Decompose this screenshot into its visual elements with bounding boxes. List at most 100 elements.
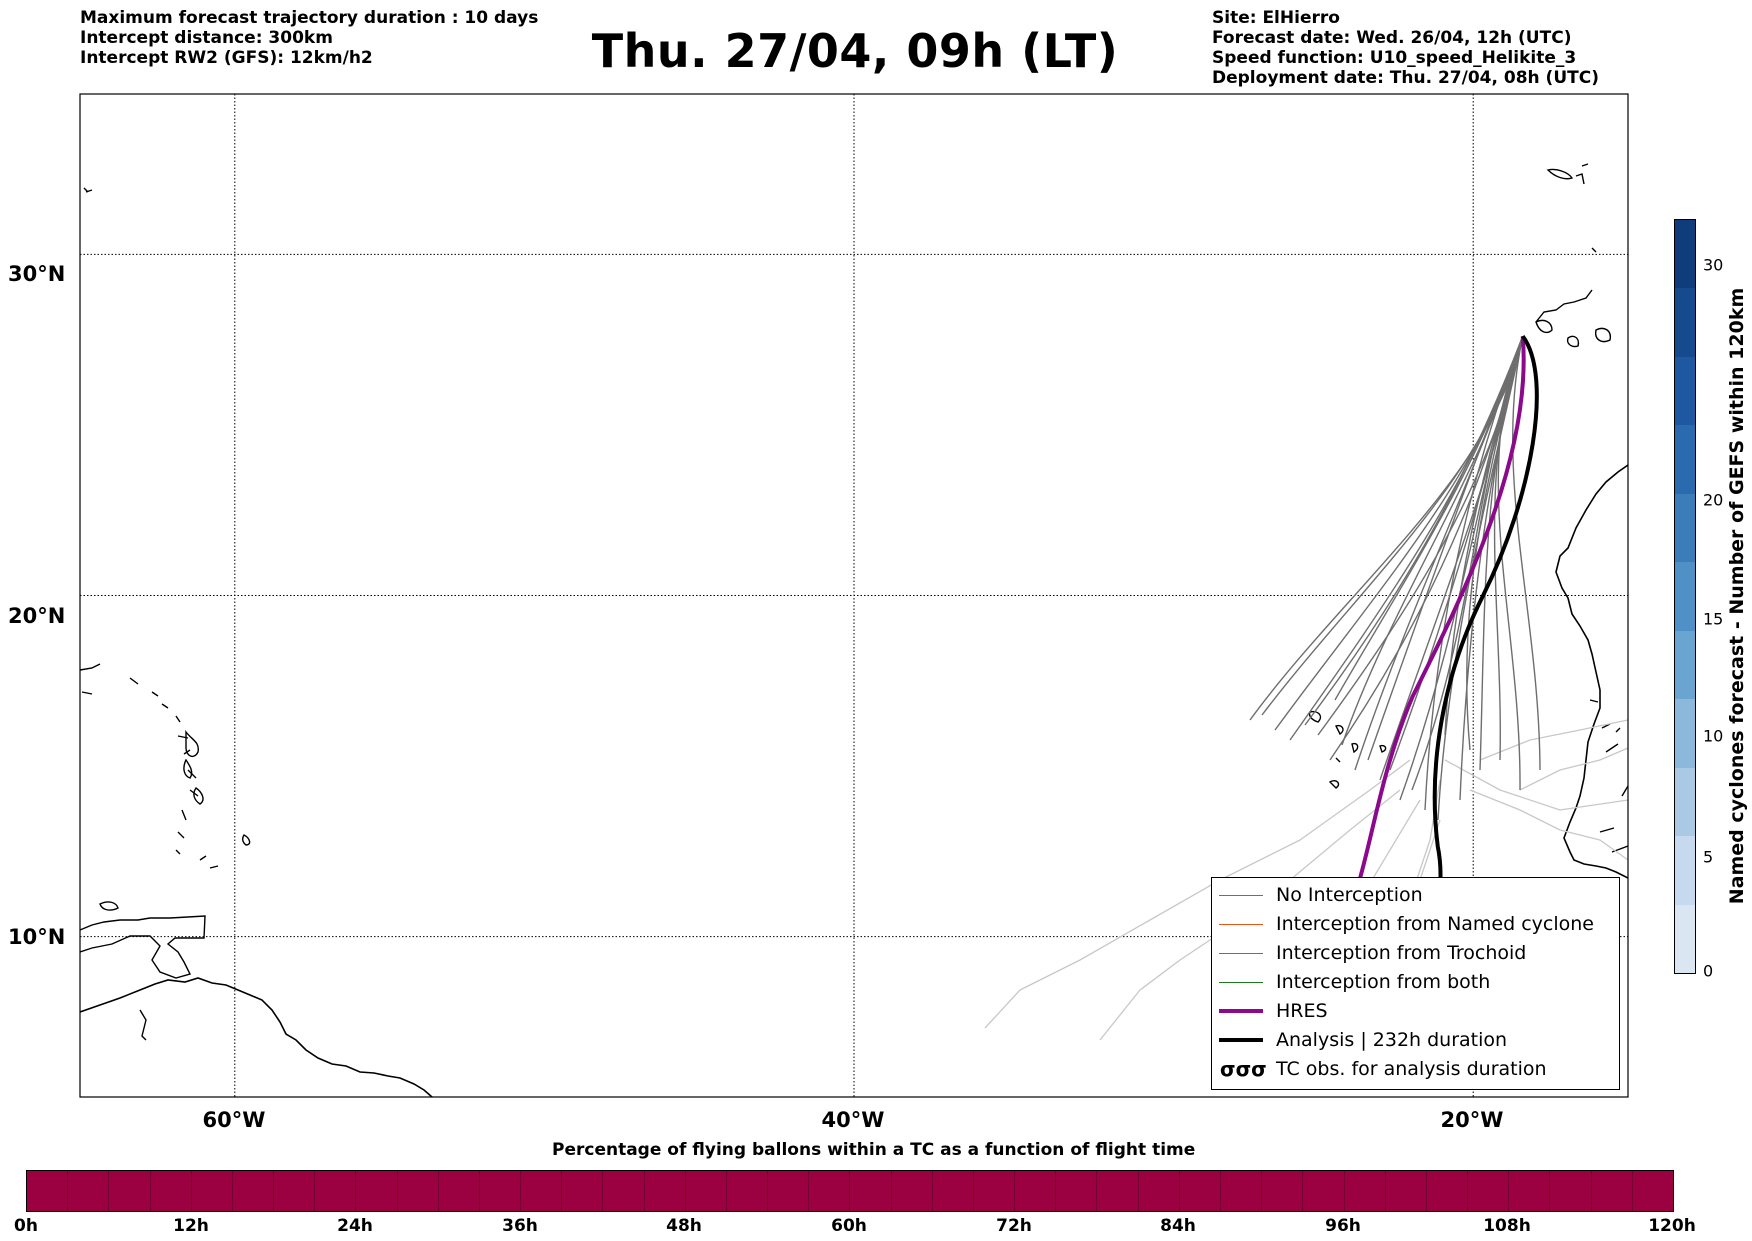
forecast-info: Site: ElHierro Forecast date: Wed. 26/04… [1212,8,1599,88]
flight-time-segment [1096,1171,1138,1211]
cbar-h-tick-108h: 108h [1483,1216,1531,1236]
param-intercept-rw2: Intercept RW2 (GFS): 12km/h2 [80,48,373,68]
flight-time-segment [1261,1171,1303,1211]
flight-time-segment [890,1171,932,1211]
canary-islands [1535,289,1611,348]
flight-time-segment [149,1171,191,1211]
flight-time-segment [27,1171,68,1211]
cbar-h-tick-0h: 0h [14,1216,38,1236]
legend-named-cyclone: Interception from Named cyclone [1212,911,1619,937]
cape-verde-islands [1308,710,1387,789]
cbar-h-tick-72h: 72h [996,1216,1032,1236]
legend-label: TC obs. for analysis duration [1276,1058,1547,1080]
trajectory-parameters: Maximum forecast trajectory duration : 1… [80,8,538,68]
no-interception-trajectory [1459,336,1524,801]
colorbar-segment [1675,836,1695,905]
africa-coast [1555,464,1628,879]
cbar-h-tick-84h: 84h [1160,1216,1196,1236]
flight-time-segment [396,1171,438,1211]
flight-time-segment [1178,1171,1220,1211]
flight-time-segment [972,1171,1015,1211]
legend-trochoid: Interception from Trochoid [1212,940,1619,966]
flight-time-segment [520,1171,562,1211]
flight-time-segment [725,1171,768,1211]
colorbar-segment [1675,425,1695,494]
flight-time-segment [1343,1171,1385,1211]
colorbar-segment [1675,493,1695,563]
cbar-h-tick-24h: 24h [337,1216,373,1236]
info-forecast-date: Forecast date: Wed. 26/04, 12h (UTC) [1212,28,1572,48]
flight-time-segment [190,1171,232,1211]
colorbar-segment [1675,562,1695,631]
madeira-islands [1546,163,1597,253]
named-cyclones-colorbar [1674,219,1696,974]
param-duration: Maximum forecast trajectory duration : 1… [80,8,539,28]
ensemble-tail-line [1519,747,1628,791]
flight-time-segment [1384,1171,1426,1211]
cbar-h-tick-48h: 48h [666,1216,702,1236]
ensemble-tail-line [984,759,1411,1029]
lat-label-10n: 10°N [8,925,66,949]
no-interception-trajectory [1493,335,1524,761]
flight-time-segment [355,1171,397,1211]
guiana-inlet [139,1009,147,1041]
no-interception-trajectory [1329,336,1524,761]
colorbar-segment [1675,220,1695,289]
lat-label-20n: 20°N [8,604,66,628]
colorbar-segment [1675,288,1695,357]
colorbar-segment [1675,767,1695,837]
colorbar-horizontal-title: Percentage of flying ballons within a TC… [552,1140,1196,1160]
flight-time-segment [67,1171,109,1211]
flight-time-segment [314,1171,356,1211]
legend-no-interception: No Interception [1212,882,1619,908]
legend-label: No Interception [1276,884,1423,906]
flight-time-segment [1508,1171,1550,1211]
no-interception-trajectory [1304,335,1524,726]
legend-analysis: Analysis | 232h duration [1212,1027,1619,1053]
no-interception-trajectory [1341,336,1524,746]
graticule [80,94,1628,1097]
flight-time-segment [849,1171,891,1211]
legend-tc-obs: σσσ TC obs. for analysis duration [1212,1056,1619,1082]
ensemble-tail-line [1444,759,1628,811]
flight-time-colorbar [26,1170,1674,1212]
colorbar-segment [1675,699,1695,768]
cbar-h-tick-120h: 120h [1648,1216,1696,1236]
colorbar-vertical-label: Named cyclones forecast - Number of GEFS… [1726,287,1748,905]
map-legend: No Interception Interception from Named … [1211,877,1620,1090]
flight-time-segment [767,1171,809,1211]
legend-label: Interception from both [1276,971,1491,993]
flight-time-segment [1219,1171,1262,1211]
cbar-h-tick-60h: 60h [831,1216,867,1236]
flight-time-segment [1425,1171,1468,1211]
flight-time-segment [478,1171,521,1211]
colorbar-segment [1675,630,1695,700]
flight-time-segment [1631,1171,1673,1211]
caribbean-islands [83,187,251,911]
west-africa-bays [1589,699,1628,853]
lon-label-60w: 60°W [202,1108,266,1132]
lon-label-40w: 40°W [821,1108,885,1132]
no-interception-trajectory [1334,335,1524,701]
lesser-antilles [80,663,219,869]
colorbar-segment [1675,904,1695,973]
flight-time-segment [1302,1171,1344,1211]
south-america-coast [80,977,433,1097]
flight-time-segment [273,1171,315,1211]
flight-time-segment [1137,1171,1179,1211]
legend-swatch-analysis [1219,1038,1263,1042]
legend-swatch-hres [1219,1009,1263,1013]
flight-time-segment [1055,1171,1097,1211]
legend-swatch-trochoid [1219,953,1263,954]
flight-time-segment [108,1171,150,1211]
flight-time-segment [931,1171,973,1211]
legend-swatch-named-cyclone [1219,924,1263,925]
legend-label: Analysis | 232h duration [1276,1029,1508,1051]
trinidad-venezuela-coast [80,915,206,979]
cbar-v-tick-30: 30 [1703,255,1724,275]
legend-label: Interception from Named cyclone [1276,913,1594,935]
cbar-v-tick-0: 0 [1703,961,1714,981]
cbar-v-tick-10: 10 [1703,726,1724,746]
flight-time-segment [684,1171,726,1211]
cbar-h-tick-96h: 96h [1325,1216,1361,1236]
